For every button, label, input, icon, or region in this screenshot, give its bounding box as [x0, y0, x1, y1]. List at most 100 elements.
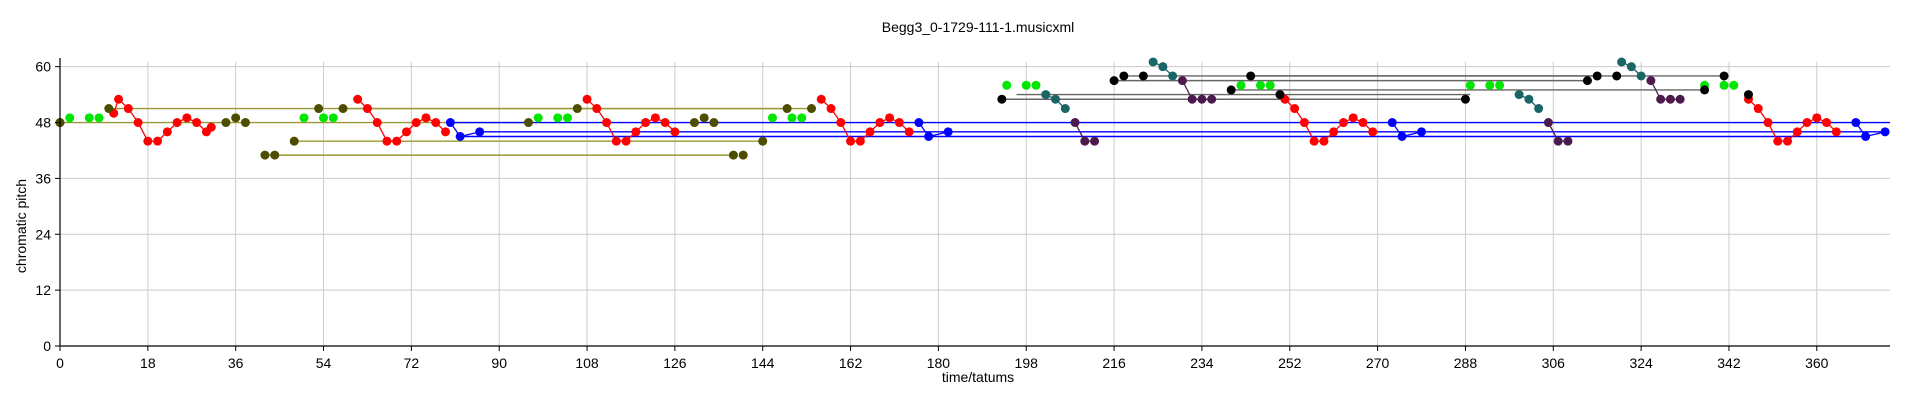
data-point [192, 118, 202, 128]
data-point [1831, 127, 1841, 137]
data-point [592, 104, 602, 114]
x-tick-label: 234 [1190, 355, 1214, 371]
data-point [1665, 94, 1675, 104]
data-point [1138, 71, 1148, 81]
data-point [1792, 127, 1802, 137]
data-point [1783, 136, 1793, 146]
data-point [1729, 80, 1739, 90]
data-point [1753, 104, 1763, 114]
data-point [1851, 118, 1861, 128]
data-point [133, 118, 143, 128]
data-point [621, 136, 631, 146]
data-point [758, 136, 768, 146]
y-tick-label: 24 [35, 226, 51, 242]
series-group [55, 57, 1890, 160]
data-point [1187, 94, 1197, 104]
data-point [602, 118, 612, 128]
data-point [855, 136, 865, 146]
x-tick-label: 270 [1366, 355, 1390, 371]
data-point [1338, 118, 1348, 128]
x-tick-label: 216 [1102, 355, 1126, 371]
data-point [1041, 90, 1051, 100]
data-point [885, 113, 895, 123]
y-tick-label: 48 [35, 115, 51, 131]
data-point [807, 104, 817, 114]
data-point [392, 136, 402, 146]
data-point [572, 104, 582, 114]
data-point [65, 113, 75, 123]
data-point [1495, 80, 1505, 90]
data-point [1773, 136, 1783, 146]
data-point [172, 118, 182, 128]
data-point [1563, 136, 1573, 146]
data-point [650, 113, 660, 123]
data-point [611, 136, 621, 146]
data-point [875, 118, 885, 128]
data-point [1246, 71, 1256, 81]
data-point [1060, 104, 1070, 114]
data-point [1656, 94, 1666, 104]
x-tick-label: 126 [663, 355, 687, 371]
x-tick-label: 90 [491, 355, 507, 371]
data-point [767, 113, 777, 123]
data-point [1636, 71, 1646, 81]
data-point [914, 118, 924, 128]
x-tick-label: 306 [1542, 355, 1566, 371]
data-point [797, 113, 807, 123]
data-point [1226, 85, 1236, 95]
x-tick-label: 108 [575, 355, 599, 371]
data-point [631, 127, 641, 137]
data-point [1387, 118, 1397, 128]
data-point [1348, 113, 1358, 123]
data-point [1460, 94, 1470, 104]
data-point [1719, 71, 1729, 81]
data-point [1358, 118, 1368, 128]
data-point [1158, 62, 1168, 72]
x-axis-title: time/tatums [942, 369, 1014, 385]
data-point [1646, 76, 1656, 86]
data-point [1168, 71, 1178, 81]
data-point [455, 131, 465, 141]
data-point [836, 118, 846, 128]
data-point [1822, 118, 1832, 128]
data-point [104, 104, 114, 114]
data-point [738, 150, 748, 160]
data-point [1524, 94, 1534, 104]
data-point [1255, 80, 1265, 90]
y-tick-label: 12 [35, 282, 51, 298]
data-point [162, 127, 172, 137]
data-point [1275, 90, 1285, 100]
data-point [1021, 80, 1031, 90]
data-point [143, 136, 153, 146]
data-point [382, 136, 392, 146]
data-point [582, 94, 592, 104]
data-point [699, 113, 709, 123]
y-axis-title: chromatic pitch [13, 179, 29, 273]
data-point [826, 104, 836, 114]
data-point [1319, 136, 1329, 146]
y-tick-label: 36 [35, 170, 51, 186]
data-point [299, 113, 309, 123]
data-point [816, 94, 826, 104]
data-point [1534, 104, 1544, 114]
data-point [1763, 118, 1773, 128]
axes: 0 18 36 54 72 90 108 126 144 162 180 198 216 234 252 27… [35, 58, 1890, 371]
data-point [1417, 127, 1427, 137]
data-point [1177, 76, 1187, 86]
data-point [270, 150, 280, 160]
data-point [1743, 90, 1753, 100]
data-point [997, 94, 1007, 104]
data-point [523, 118, 533, 128]
data-point [353, 94, 363, 104]
data-point [338, 104, 348, 114]
data-point [1368, 127, 1378, 137]
data-point [328, 113, 338, 123]
data-point [1592, 71, 1602, 81]
x-tick-label: 324 [1629, 355, 1653, 371]
grid-lines [59, 62, 1890, 347]
data-point [123, 104, 133, 114]
x-tick-label: 252 [1278, 355, 1302, 371]
data-point [1290, 104, 1300, 114]
data-point [1514, 90, 1524, 100]
